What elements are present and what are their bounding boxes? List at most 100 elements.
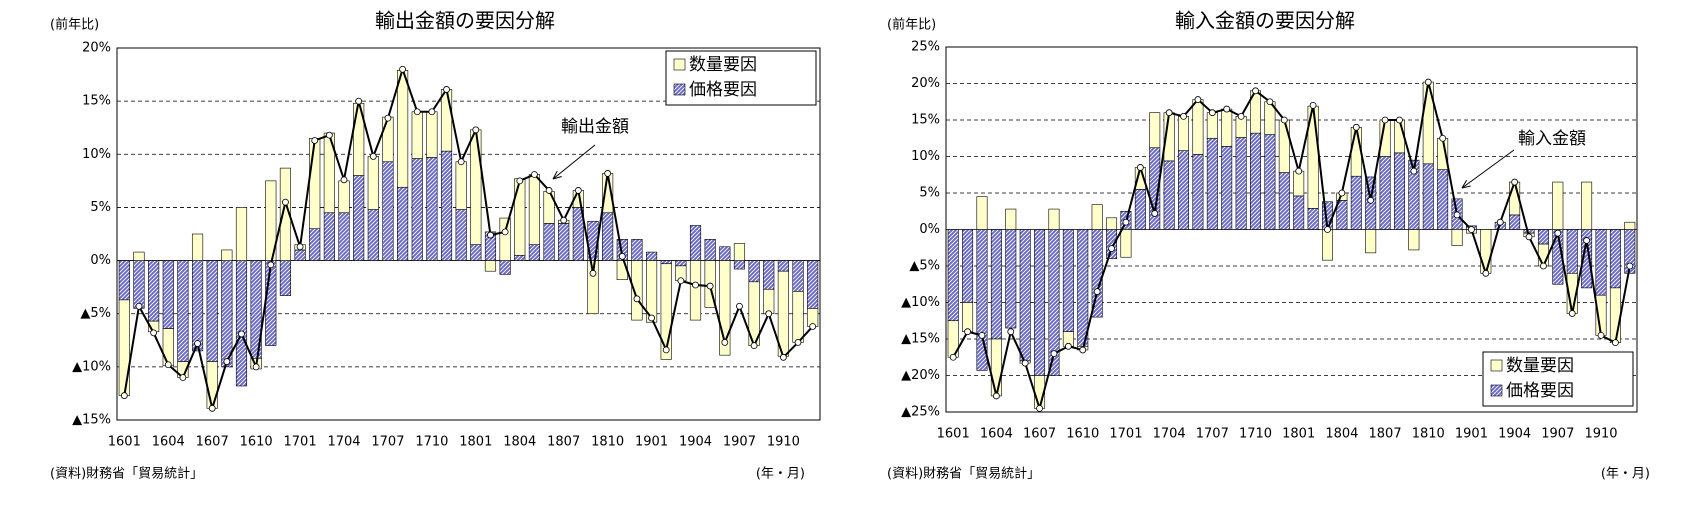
y-tick-label: 20% — [82, 41, 111, 56]
total-marker — [589, 269, 597, 277]
x-tick-label: 1701 — [284, 435, 317, 450]
bar-quantity — [206, 361, 218, 409]
total-marker — [1223, 105, 1231, 113]
bar-price — [1422, 163, 1434, 230]
total-marker — [1064, 342, 1072, 350]
y-tick-label: ▲15% — [72, 413, 111, 428]
bar-price — [1178, 150, 1190, 230]
x-tick-label: 1901 — [1455, 427, 1488, 442]
total-marker — [1482, 269, 1490, 277]
total-marker — [692, 281, 699, 289]
total-marker — [1079, 346, 1087, 354]
bar-price — [191, 260, 204, 352]
bar-quantity — [1624, 221, 1636, 230]
y-axis-label: (前年比) — [50, 17, 99, 33]
bar-price — [279, 260, 291, 296]
total-marker — [1266, 98, 1274, 106]
total-marker — [1180, 112, 1187, 120]
chart-title: 輸入金額の要因分解 — [1175, 9, 1355, 33]
total-marker — [399, 65, 406, 73]
bar-quantity — [1149, 112, 1161, 149]
bar-price — [397, 186, 409, 261]
source-note: (資料)財務省「貿易統計」 — [50, 466, 203, 482]
bar-price — [1206, 137, 1218, 230]
x-tick-label: 1610 — [1066, 427, 1099, 442]
bar-price — [763, 260, 775, 290]
x-axis-label: (年・月) — [756, 467, 805, 482]
bar-price — [1005, 229, 1017, 329]
bar-price — [962, 229, 974, 303]
bar-quantity — [587, 260, 599, 315]
total-marker — [531, 171, 538, 178]
total-marker — [296, 243, 304, 251]
total-marker — [574, 187, 582, 194]
bar-price — [1509, 214, 1521, 230]
y-tick-label: ▲10% — [72, 359, 111, 374]
bar-quantity — [733, 243, 746, 261]
total-marker — [1108, 245, 1115, 252]
total-marker — [1007, 328, 1015, 336]
bar-price — [309, 228, 321, 261]
x-tick-label: 1801 — [1282, 427, 1315, 442]
x-tick-label: 1910 — [1584, 427, 1617, 442]
y-tick-label: ▲20% — [901, 368, 940, 383]
legend-swatch — [1490, 384, 1503, 397]
y-tick-label: 10% — [82, 147, 111, 162]
bar-quantity — [1552, 181, 1564, 230]
x-tick-label: 1907 — [723, 435, 756, 450]
bar-quantity — [1293, 170, 1305, 197]
total-marker — [384, 114, 392, 122]
bar-price — [1163, 160, 1175, 230]
bar-price — [689, 225, 702, 261]
y-tick-label: ▲5% — [909, 259, 940, 274]
bar-quantity — [646, 260, 658, 323]
bar-quantity — [631, 260, 643, 321]
total-marker — [223, 358, 231, 365]
y-axis-label: (前年比) — [887, 17, 936, 33]
y-tick-label: ▲10% — [901, 295, 940, 310]
bar-price — [1235, 137, 1247, 230]
bar-quantity — [1178, 116, 1190, 151]
x-tick-label: 1610 — [240, 435, 273, 450]
total-marker — [765, 310, 773, 318]
total-marker — [164, 361, 172, 369]
total-marker — [1050, 350, 1058, 358]
total-marker — [1439, 134, 1447, 142]
total-marker — [604, 170, 612, 177]
total-marker — [457, 158, 465, 166]
bar-quantity — [426, 111, 438, 158]
bar-price — [382, 161, 394, 261]
total-marker — [1352, 123, 1360, 131]
bar-quantity — [763, 288, 775, 315]
bar-quantity — [660, 263, 672, 360]
total-marker — [238, 330, 245, 338]
bar-price — [235, 260, 248, 387]
legend-box — [665, 50, 817, 106]
total-marker — [194, 340, 201, 347]
bar-quantity — [689, 260, 702, 321]
legend-label: 価格要因 — [1506, 381, 1574, 401]
bar-price — [1595, 229, 1607, 296]
legend-label: 数量要因 — [689, 55, 757, 75]
total-marker — [1295, 167, 1303, 175]
bar-price — [499, 260, 511, 275]
total-marker — [633, 295, 641, 303]
total-marker — [1597, 331, 1605, 339]
bar-price — [470, 244, 482, 261]
bar-quantity — [382, 116, 394, 163]
bar-quantity — [397, 70, 409, 188]
arrow-head — [1461, 180, 1471, 189]
total-marker — [545, 187, 553, 194]
x-tick-label: 1707 — [1196, 427, 1229, 442]
y-tick-label: 25% — [911, 40, 940, 55]
bar-price — [1278, 172, 1290, 230]
y-tick-label: ▲25% — [901, 405, 940, 420]
bar-quantity — [499, 217, 511, 261]
x-tick-label: 1601 — [937, 427, 970, 442]
bar-price — [1307, 208, 1319, 230]
total-marker — [1554, 229, 1562, 237]
bar-quantity — [191, 233, 204, 261]
bar-price — [1609, 229, 1621, 289]
